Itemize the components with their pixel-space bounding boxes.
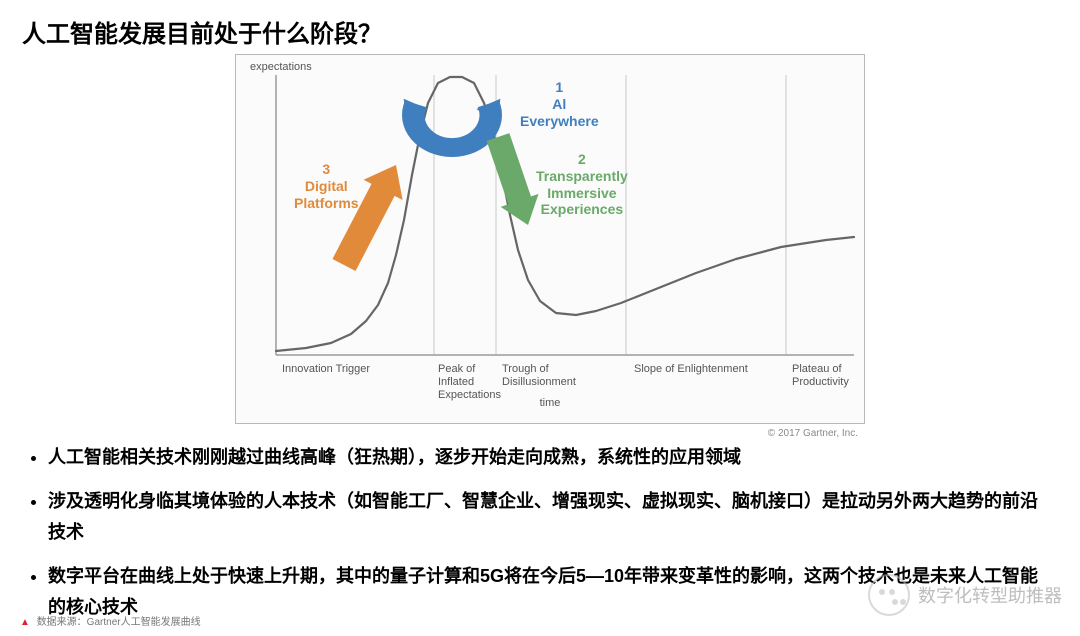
y-axis-label: expectations [250, 61, 312, 73]
watermark-text: 数字化转型助推器 [918, 582, 1062, 608]
page-title: 人工智能发展目前处于什么阶段？ [22, 14, 382, 49]
phase-label: Trough ofDisillusionment [502, 363, 576, 389]
chart-copyright: © 2017 Gartner, Inc. [768, 428, 858, 439]
triangle-icon: ▲ [20, 617, 30, 628]
bullet-item: 涉及透明化身临其境体验的人本技术（如智能工厂、智慧企业、增强现实、虚拟现实、脑机… [48, 486, 1050, 549]
phase-label: Slope of Enlightenment [634, 363, 748, 376]
source-text: 数据来源：Gartner人工智能发展曲线 [37, 617, 201, 628]
wechat-icon [868, 574, 910, 616]
hype-cycle-chart: expectations time Innovation Trigger Peak… [235, 54, 865, 424]
data-source: ▲ 数据来源：Gartner人工智能发展曲线 [20, 613, 201, 628]
phase-label: Plateau ofProductivity [792, 363, 849, 389]
trend-annotation: 2TransparentlyImmersiveExperiences [536, 151, 628, 218]
trend-annotation: 3DigitalPlatforms [294, 161, 359, 211]
x-axis-label: time [236, 397, 864, 409]
trend-annotation: 1AlEverywhere [520, 79, 599, 129]
phase-label: Innovation Trigger [282, 363, 370, 376]
bullet-item: 人工智能相关技术刚刚越过曲线高峰（狂热期），逐步开始走向成熟，系统性的应用领域 [48, 442, 1050, 474]
phase-label: Peak ofInflatedExpectations [438, 363, 501, 403]
watermark: 数字化转型助推器 [868, 574, 1062, 616]
